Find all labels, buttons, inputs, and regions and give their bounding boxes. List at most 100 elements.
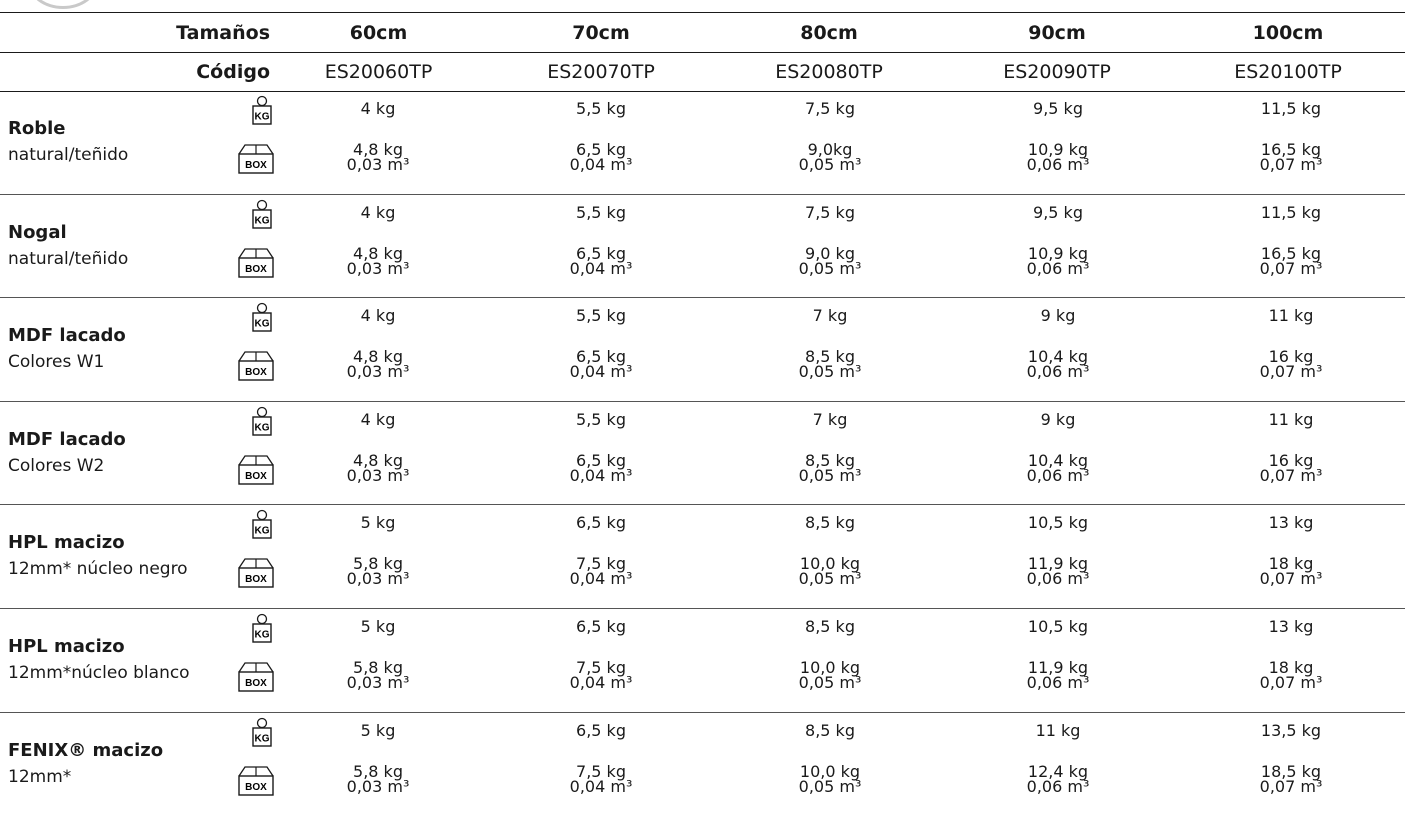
- item-weight: 7 kg: [812, 409, 848, 429]
- item-weight: 11 kg: [1268, 306, 1314, 326]
- box-volume: 0,05 m³: [798, 155, 862, 174]
- decorative-arc: [28, 0, 98, 9]
- box-weight: 6,5 kg: [576, 347, 626, 367]
- box-weight: 12,4 kg: [1027, 761, 1089, 781]
- box-volume: 0,03 m³: [346, 673, 410, 692]
- weight-icon: KG: [252, 199, 272, 229]
- material-subtitle: natural/teñido: [8, 248, 129, 269]
- material-name: FENIX® macizo: [8, 739, 164, 761]
- item-weight: 10,5 kg: [1027, 513, 1089, 533]
- item-weight: 4 kg: [360, 202, 396, 222]
- header-sizes-row: Tamaños 60cm 70cm 80cm 90cm 100cm: [0, 12, 1405, 53]
- box-volume: 0,07 m³: [1259, 673, 1323, 692]
- item-weight: 6,5 kg: [576, 720, 626, 740]
- material-group: FENIX® macizo 12mm* KG BOX 5 kg 5,8 kg 0,03 m³…: [0, 713, 1405, 817]
- box-volume: 0,04 m³: [569, 155, 633, 174]
- box-volume: 0,05 m³: [798, 362, 862, 382]
- svg-text:KG: KG: [255, 215, 270, 226]
- item-weight: 13 kg: [1268, 617, 1314, 636]
- box-weight: 16 kg: [1268, 450, 1314, 470]
- box-volume: 0,04 m³: [569, 673, 633, 692]
- box-weight: 7,5 kg: [576, 658, 626, 677]
- material-subtitle: 12mm*: [8, 766, 72, 787]
- box-volume: 0,04 m³: [569, 569, 633, 589]
- item-weight: 4 kg: [360, 409, 396, 429]
- item-weight: 5,5 kg: [576, 409, 626, 429]
- item-weight: 11,5 kg: [1260, 202, 1322, 222]
- box-weight: 10,9 kg: [1027, 140, 1089, 159]
- svg-text:BOX: BOX: [245, 782, 267, 793]
- box-weight: 7,5 kg: [576, 554, 626, 574]
- item-weight: 4 kg: [360, 306, 396, 326]
- box-volume: 0,07 m³: [1259, 776, 1323, 796]
- item-weight: 6,5 kg: [576, 513, 626, 533]
- box-volume: 0,06 m³: [1026, 776, 1090, 796]
- size-header: 60cm: [349, 22, 408, 44]
- item-weight: 11 kg: [1268, 409, 1314, 429]
- svg-text:KG: KG: [255, 526, 270, 537]
- material-subtitle: natural/teñido: [8, 145, 129, 165]
- weight-icon: KG: [252, 303, 272, 332]
- size-header: 90cm: [1028, 22, 1086, 44]
- box-weight: 5,8 kg: [353, 554, 403, 574]
- box-weight: 4,8 kg: [353, 347, 403, 367]
- row-divider: [0, 711, 1405, 713]
- box-volume: 0,07 m³: [1259, 465, 1323, 485]
- size-header: 100cm: [1252, 22, 1324, 44]
- svg-text:BOX: BOX: [245, 367, 267, 378]
- item-weight: 5 kg: [360, 513, 396, 533]
- material-subtitle: 12mm*núcleo blanco: [8, 663, 190, 683]
- box-volume: 0,04 m³: [569, 465, 633, 485]
- svg-text:KG: KG: [255, 112, 270, 123]
- box-volume: 0,04 m³: [569, 776, 633, 796]
- box-volume: 0,06 m³: [1026, 155, 1090, 174]
- item-weight: 11,5 kg: [1260, 99, 1322, 118]
- box-weight: 10,4 kg: [1027, 347, 1089, 367]
- item-weight: 5 kg: [360, 617, 396, 636]
- box-volume: 0,07 m³: [1259, 362, 1323, 382]
- weight-icon: KG: [252, 613, 272, 643]
- box-volume: 0,06 m³: [1026, 673, 1090, 692]
- svg-text:KG: KG: [255, 422, 270, 433]
- material-name: HPL macizo: [8, 532, 125, 554]
- box-volume: 0,07 m³: [1259, 155, 1323, 174]
- product-code: ES20070TP: [547, 61, 655, 83]
- code-label: Código: [196, 61, 270, 83]
- box-volume: 0,06 m³: [1026, 258, 1090, 278]
- item-weight: 5,5 kg: [576, 202, 626, 222]
- box-volume: 0,04 m³: [569, 258, 633, 278]
- material-group: HPL macizo 12mm*núcleo blanco KG BOX 5 kg 5,8…: [0, 609, 1405, 713]
- row-divider: [0, 607, 1405, 609]
- product-code: ES20060TP: [324, 61, 433, 83]
- box-volume: 0,05 m³: [798, 465, 862, 485]
- box-weight: 10,0 kg: [799, 658, 861, 677]
- box-volume: 0,06 m³: [1026, 465, 1090, 485]
- header-codes-row: Código ES20060TP ES20070TP ES20080TP ES2…: [0, 52, 1405, 92]
- box-weight: 9,0kg: [807, 140, 853, 159]
- item-weight: 4 kg: [360, 99, 396, 118]
- box-volume: 0,06 m³: [1026, 569, 1090, 589]
- product-code: ES20090TP: [1003, 61, 1111, 83]
- item-weight: 5,5 kg: [576, 99, 626, 118]
- box-icon: BOX: [238, 558, 274, 589]
- material-group: MDF lacado Colores W1 KG BOX 4 kg 4,8 kg 0,03 …: [0, 298, 1405, 402]
- item-weight: 7,5 kg: [805, 99, 855, 118]
- box-weight: 10,9 kg: [1027, 243, 1089, 263]
- box-weight: 18 kg: [1268, 554, 1314, 574]
- item-weight: 9,5 kg: [1033, 202, 1083, 222]
- material-group: Nogal natural/teñido KG BOX 4 kg 4,8 kg 0,03 m…: [0, 195, 1405, 299]
- box-weight: 8,5 kg: [805, 347, 855, 367]
- box-volume: 0,03 m³: [346, 465, 410, 485]
- weight-icon: KG: [252, 95, 272, 125]
- item-weight: 6,5 kg: [576, 617, 626, 636]
- product-code: ES20100TP: [1234, 61, 1342, 83]
- material-group: MDF lacado Colores W2 KG BOX 4 kg 4,8 kg 0,03 …: [0, 402, 1405, 506]
- material-subtitle: Colores W2: [8, 455, 105, 476]
- box-weight: 16,5 kg: [1260, 140, 1322, 159]
- item-weight: 9,5 kg: [1033, 99, 1083, 118]
- svg-text:KG: KG: [255, 319, 270, 330]
- sizes-label: Tamaños: [176, 22, 270, 44]
- box-volume: 0,05 m³: [798, 776, 862, 796]
- svg-text:KG: KG: [255, 630, 270, 641]
- box-icon: BOX: [238, 765, 274, 796]
